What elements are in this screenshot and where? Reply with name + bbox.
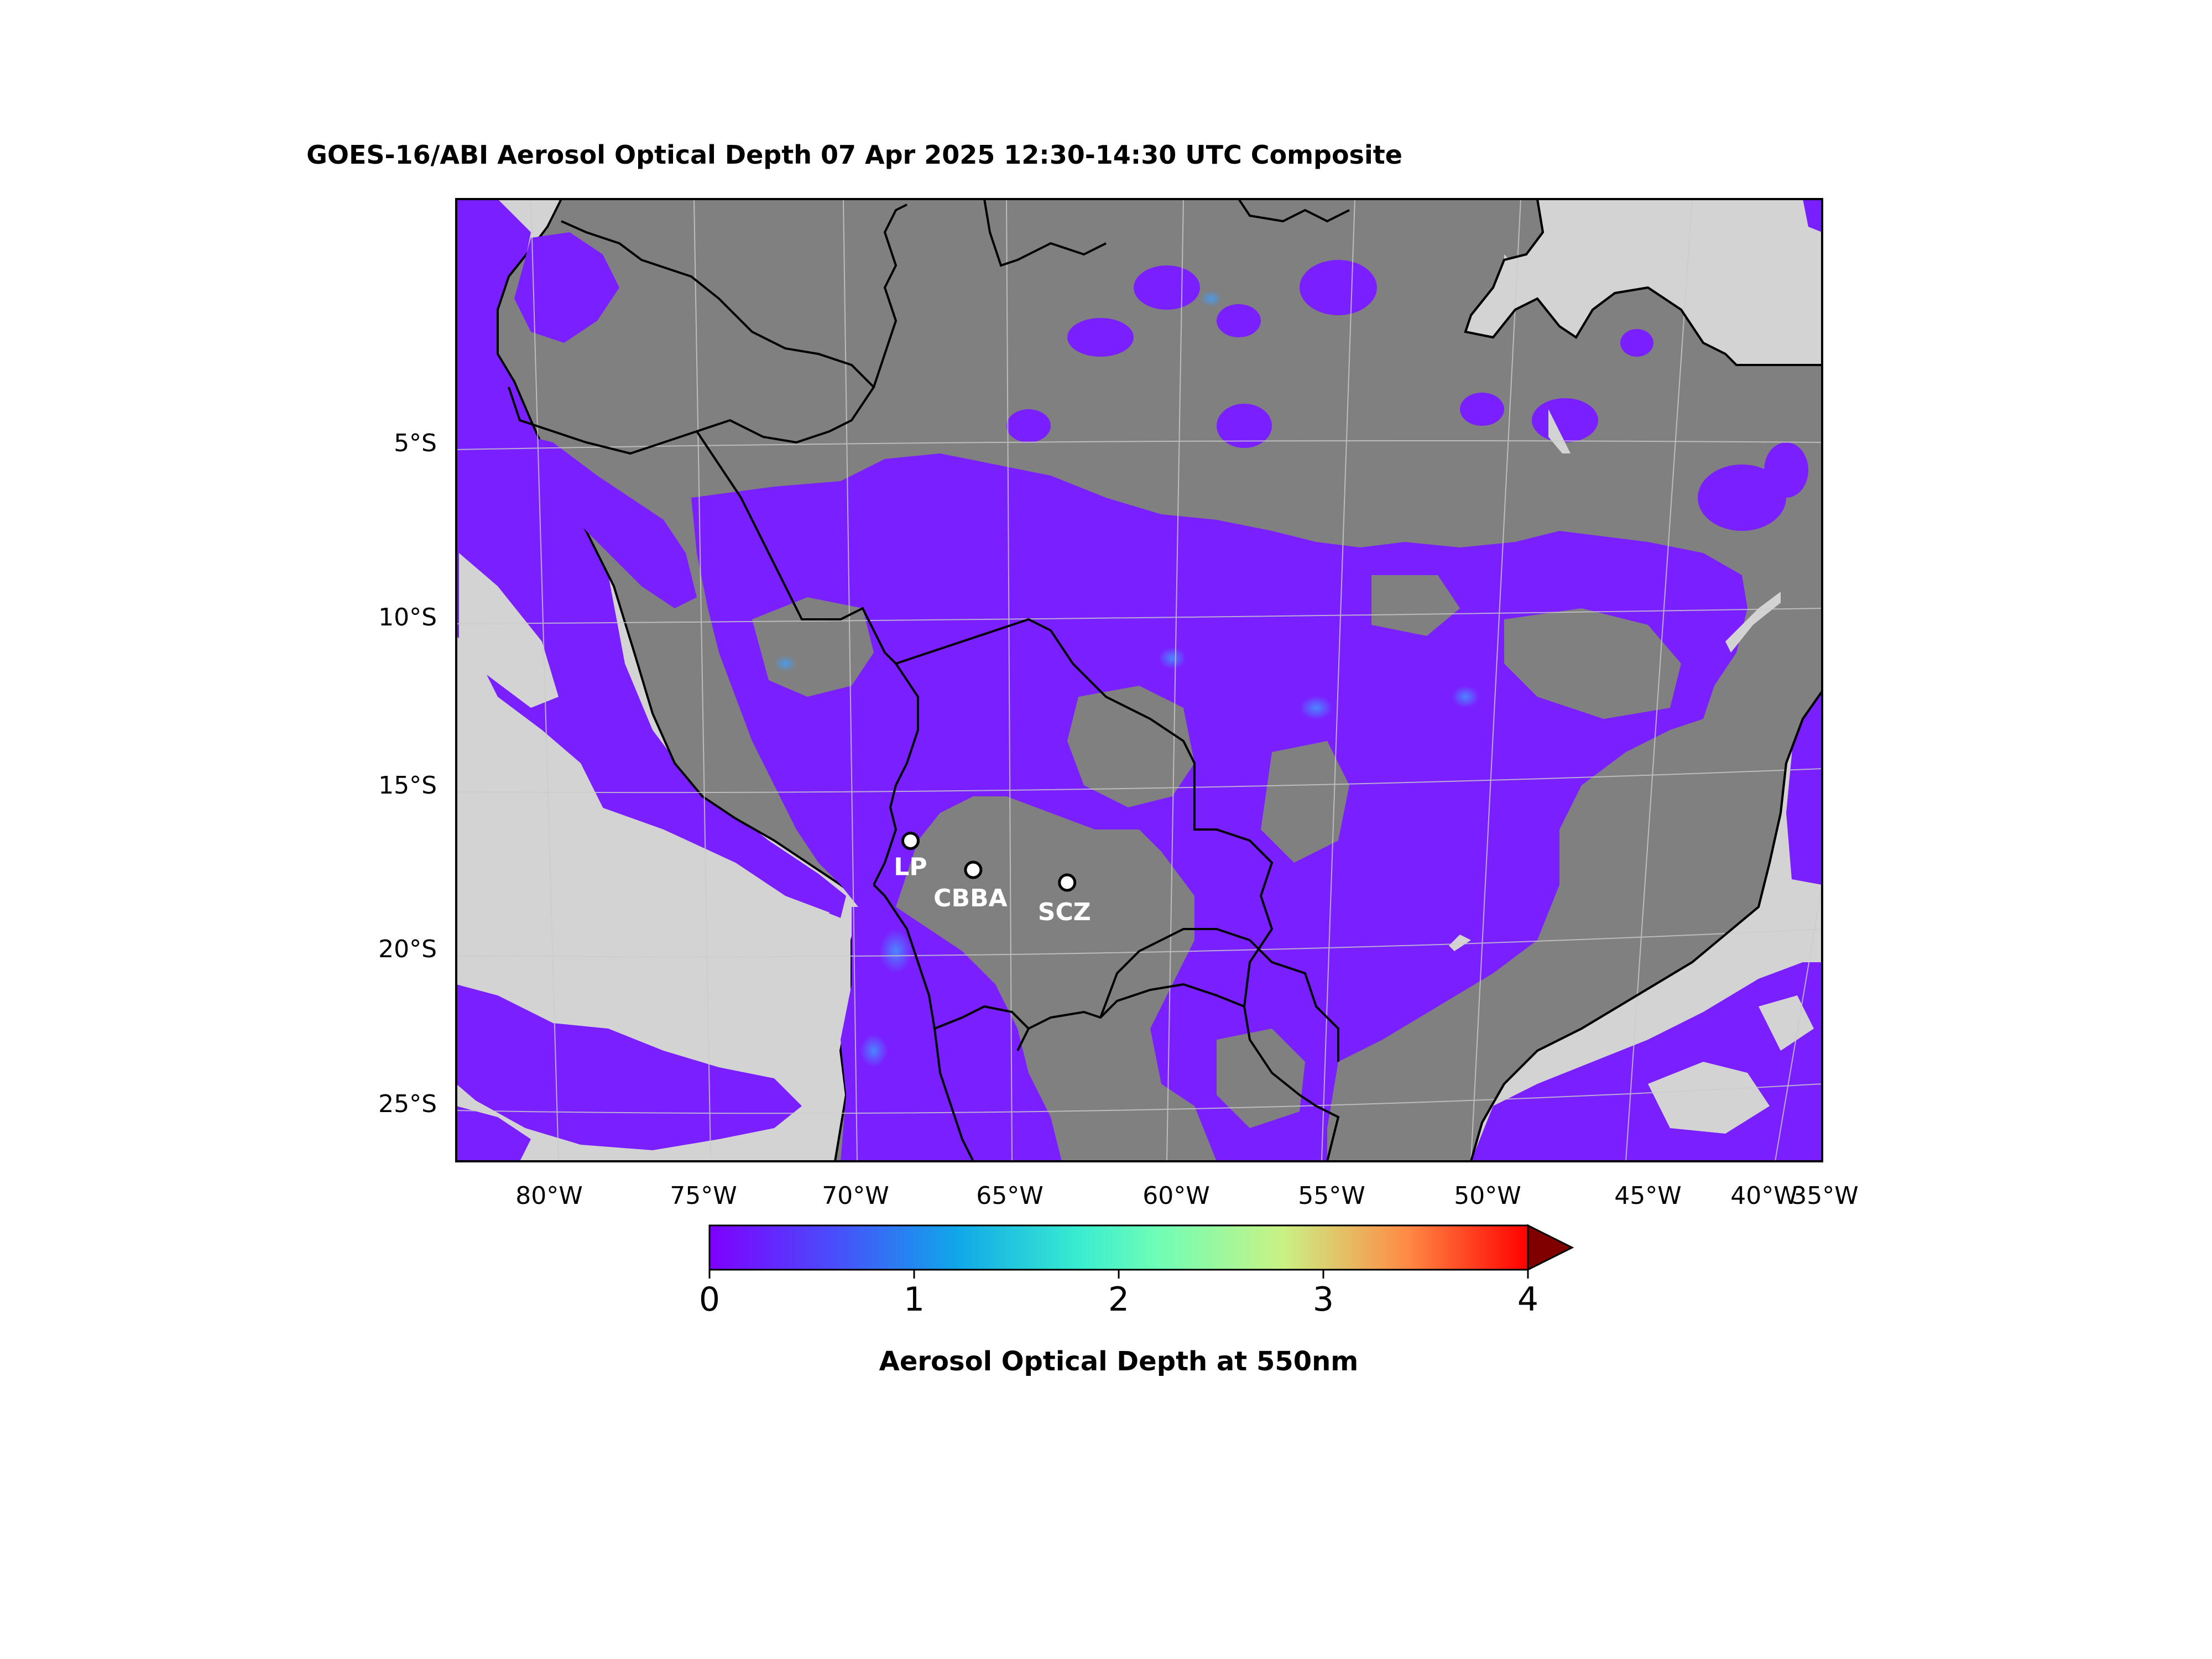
pacific-aod-field	[456, 199, 846, 918]
land-aod-central	[691, 453, 1747, 1161]
lon-label-70w: 70°W	[822, 1182, 889, 1210]
lon-label-75w: 75°W	[670, 1182, 737, 1210]
coastline	[1464, 199, 1822, 1161]
inland-water	[1449, 254, 1781, 951]
moderate-aod-speckles	[774, 290, 1479, 1067]
lon-label-65w: 65°W	[976, 1182, 1044, 1210]
lon-label-40w: 40°W	[1730, 1182, 1798, 1210]
colorbar-label: Aerosol Optical Depth at 550nm	[879, 1346, 1359, 1377]
colorbar: 0 1 2 3 4 Aerosol Optical Depth at 550nm	[699, 1224, 1574, 1377]
city-marker-lp	[901, 832, 920, 850]
colorbar-extend-arrow	[1527, 1224, 1574, 1271]
longitude-labels: 80°W 75°W 70°W 65°W 60°W 55°W 50°W 45°W …	[515, 1182, 1859, 1210]
lon-label-55w: 55°W	[1298, 1182, 1365, 1210]
atlantic-clear-gap-2	[1759, 995, 1814, 1051]
lat-label-15s: 15°S	[378, 771, 437, 800]
lat-label-25s: 25°S	[378, 1090, 437, 1118]
no-data-gap-2	[1067, 686, 1194, 807]
colorbar-tick-label: 1	[904, 1280, 925, 1319]
lat-label-5s: 5°S	[394, 429, 437, 457]
graticule	[456, 199, 1822, 1161]
no-data-gap-5	[1371, 575, 1460, 636]
pacific-clear-gap-2	[586, 802, 830, 929]
atlantic-clear-gap	[1648, 1062, 1770, 1134]
colorbar-tick-label: 2	[1108, 1280, 1129, 1319]
colorbar-tick-label: 3	[1313, 1280, 1334, 1319]
latitude-labels: 5°S 10°S 15°S 20°S 25°S	[378, 429, 437, 1118]
atlantic-aod-north	[1803, 199, 1822, 232]
city-label-lp: LP	[894, 853, 927, 881]
city-label-cbba: CBBA	[933, 884, 1007, 912]
lat-label-10s: 10°S	[378, 603, 437, 632]
no-data-gap-3	[1261, 741, 1349, 863]
lon-label-80w: 80°W	[515, 1182, 583, 1210]
pacific-aod-south	[456, 984, 802, 1150]
no-data-gap-1	[752, 597, 874, 697]
colorbar-tick-label: 4	[1517, 1280, 1538, 1319]
land-aod-peru	[509, 431, 697, 608]
map-frame	[455, 198, 1823, 1162]
city-marker-scz	[1058, 873, 1077, 892]
country-borders	[508, 199, 1350, 1161]
city-label-scz: SCZ	[1038, 898, 1091, 926]
figure-title: GOES-16/ABI Aerosol Optical Depth 07 Apr…	[306, 140, 1402, 170]
map-panel	[456, 199, 1822, 1161]
land-aod-northwest	[514, 232, 619, 343]
lon-label-50w: 50°W	[1454, 1182, 1521, 1210]
colorbar-tick-label: 0	[699, 1280, 720, 1319]
lon-label-60w: 60°W	[1142, 1182, 1210, 1210]
no-data-gap-4	[1504, 608, 1681, 719]
pacific-clear-gap-1	[459, 553, 559, 708]
colorbar-ticks: 0 1 2 3 4	[699, 1270, 1538, 1319]
pacific-aod-sw	[456, 1106, 531, 1161]
no-data-gap-6	[1217, 1029, 1305, 1128]
lat-label-20s: 20°S	[378, 935, 437, 963]
lon-label-45w: 45°W	[1614, 1182, 1682, 1210]
city-marker-cbba	[964, 860, 983, 879]
lon-label-35w: 35°W	[1791, 1182, 1859, 1210]
colorbar-gradient	[708, 1224, 1529, 1271]
